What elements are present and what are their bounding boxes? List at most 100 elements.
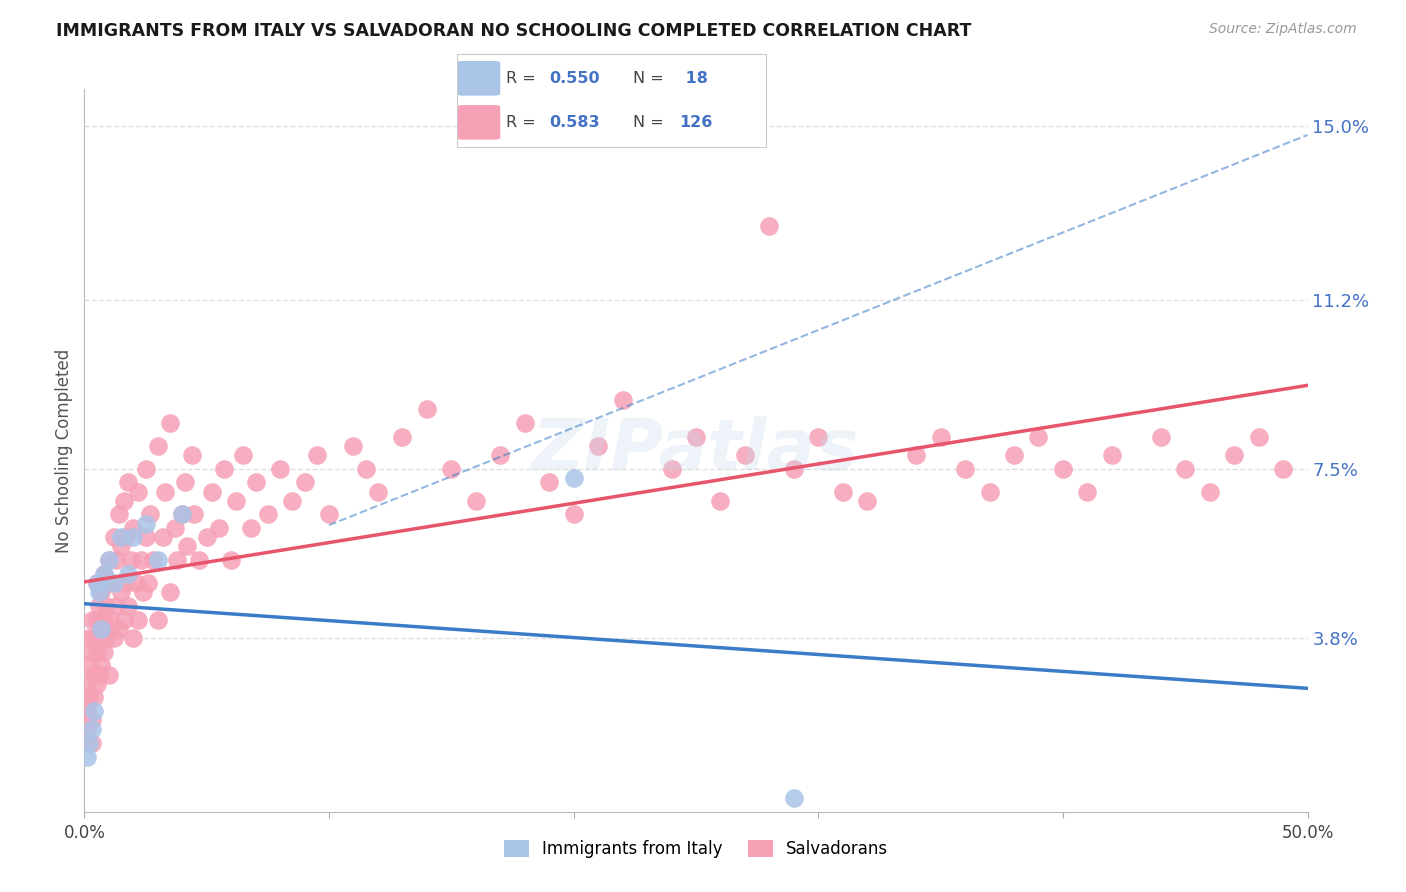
Point (685, 430, 707, 444)
Point (163, 521, 186, 535)
Point (86, 613, 108, 627)
Point (856, 493, 879, 508)
Point (97, 553, 120, 567)
Point (87, 599, 110, 613)
Point (110, 585, 132, 599)
Point (146, 553, 169, 567)
Point (440, 462, 463, 476)
Point (135, 462, 157, 476)
Text: 18: 18 (679, 70, 707, 86)
Text: 0.583: 0.583 (550, 115, 600, 130)
Text: Source: ZipAtlas.com: Source: ZipAtlas.com (1209, 22, 1357, 37)
Point (76, 749, 98, 764)
Point (115, 530, 138, 544)
Point (200, 484, 222, 499)
Point (709, 493, 731, 508)
Point (661, 462, 683, 476)
Point (208, 521, 231, 535)
Point (93, 566, 115, 581)
Point (1150, 430, 1173, 444)
Point (97, 667, 120, 681)
Point (1028, 430, 1050, 444)
Point (1076, 484, 1098, 499)
Point (80, 736, 103, 750)
Point (1052, 462, 1074, 476)
Point (245, 475, 267, 490)
Point (166, 553, 188, 567)
Point (115, 576, 138, 591)
Point (83, 690, 105, 705)
Point (212, 462, 235, 476)
Point (117, 475, 139, 490)
Point (90, 585, 112, 599)
Point (1223, 448, 1246, 462)
Point (80, 613, 103, 627)
Point (83, 667, 105, 681)
Point (153, 484, 176, 499)
Point (172, 508, 194, 522)
Point (734, 448, 756, 462)
Point (127, 484, 149, 499)
Point (135, 516, 157, 531)
Point (103, 631, 125, 645)
Point (127, 613, 149, 627)
Text: R =: R = (506, 70, 541, 86)
Point (76, 704, 98, 718)
Point (93, 645, 115, 659)
Point (195, 530, 218, 544)
Point (318, 508, 340, 522)
Point (110, 540, 132, 554)
Point (979, 484, 1001, 499)
Point (80, 713, 103, 727)
Point (87, 667, 110, 681)
Point (107, 508, 129, 522)
Point (538, 475, 561, 490)
Point (464, 493, 486, 508)
Point (90, 658, 112, 673)
Point (173, 475, 195, 490)
Point (100, 613, 122, 627)
Point (562, 508, 585, 522)
Text: R =: R = (506, 115, 541, 130)
Point (183, 508, 205, 522)
Point (86, 576, 108, 591)
Point (181, 448, 204, 462)
Point (76, 676, 98, 690)
Point (1002, 448, 1025, 462)
Point (225, 493, 247, 508)
Point (77, 658, 100, 673)
Text: 0.550: 0.550 (550, 70, 600, 86)
Point (239, 521, 262, 535)
Point (100, 576, 122, 591)
Point (146, 613, 169, 627)
Point (97, 622, 120, 636)
Point (416, 402, 439, 417)
Point (294, 475, 316, 490)
Point (929, 430, 952, 444)
Point (86, 645, 108, 659)
Point (76, 723, 98, 737)
Point (146, 439, 169, 453)
Point (122, 530, 145, 544)
Point (807, 430, 830, 444)
Point (132, 585, 155, 599)
Point (87, 631, 110, 645)
Point (93, 566, 115, 581)
Point (87, 585, 110, 599)
Point (120, 553, 142, 567)
Point (83, 704, 105, 718)
Point (122, 521, 145, 535)
Point (90, 622, 112, 636)
Point (83, 631, 105, 645)
Text: 126: 126 (679, 115, 713, 130)
Point (257, 508, 280, 522)
Point (112, 493, 135, 508)
Point (612, 393, 634, 408)
Point (176, 540, 198, 554)
Point (77, 736, 100, 750)
Point (86, 676, 108, 690)
Point (117, 566, 139, 581)
Point (77, 631, 100, 645)
Point (172, 508, 194, 522)
Point (90, 622, 112, 636)
